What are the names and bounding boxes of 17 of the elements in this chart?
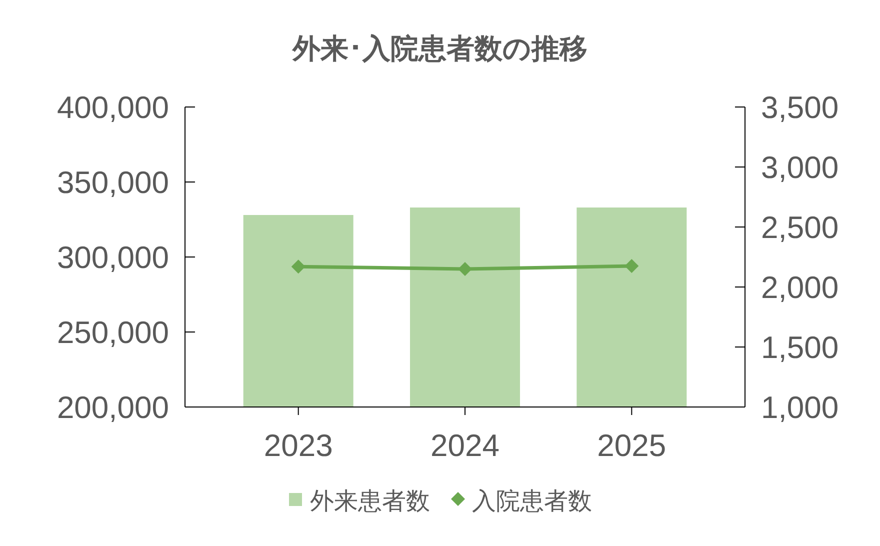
x-tick-label: 2025 — [597, 428, 666, 463]
y2-tick-label: 2,000 — [761, 270, 839, 305]
chart-title: 外来･入院患者数の推移 — [292, 33, 588, 64]
y-tick-label: 300,000 — [56, 240, 169, 275]
x-tick-label: 2024 — [430, 428, 500, 463]
y2-tick-label: 1,000 — [761, 390, 839, 425]
y2-tick-label: 3,000 — [761, 150, 839, 185]
y2-tick-label: 2,500 — [761, 210, 839, 245]
legend-label: 入院患者数 — [472, 488, 592, 515]
y-tick-label: 400,000 — [56, 90, 169, 125]
x-tick-label: 2023 — [264, 428, 333, 463]
y2-tick-label: 3,500 — [761, 90, 839, 125]
y-tick-label: 200,000 — [56, 390, 169, 425]
y2-tick-label: 1,500 — [761, 330, 839, 365]
legend-label: 外来患者数 — [310, 488, 430, 515]
y-tick-label: 250,000 — [56, 315, 169, 350]
y-tick-label: 350,000 — [56, 165, 169, 200]
